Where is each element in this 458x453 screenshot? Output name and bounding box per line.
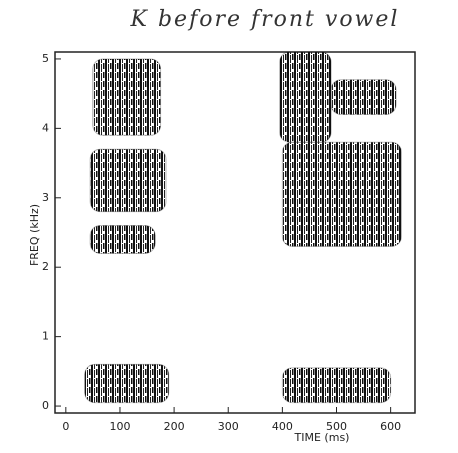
x-tick-label: 200 — [164, 420, 185, 433]
x-tick-label: 600 — [380, 420, 401, 433]
energy-region — [279, 51, 332, 143]
y-axis-label: FREQ (kHz) — [28, 204, 41, 266]
y-tick-label: 5 — [42, 52, 49, 65]
plot-frame — [54, 51, 416, 414]
energy-region — [281, 367, 392, 404]
y-tick-label: 0 — [42, 399, 49, 412]
x-tick-label: 100 — [109, 420, 130, 433]
x-tick-label: 0 — [62, 420, 69, 433]
x-tick-label: 400 — [272, 420, 293, 433]
x-tick-label: 300 — [218, 420, 239, 433]
x-tick-label: 500 — [326, 420, 347, 433]
energy-region — [330, 79, 397, 115]
y-tick-label: 2 — [42, 260, 49, 273]
energy-region — [89, 148, 167, 213]
y-tick-label: 3 — [42, 191, 49, 204]
y-tick-label: 1 — [42, 330, 49, 343]
x-axis-label: TIME (ms) — [294, 431, 350, 444]
energy-region — [84, 363, 170, 404]
energy-region — [89, 225, 156, 254]
chart-title: K before front vowel — [130, 7, 400, 32]
y-tick-label: 4 — [42, 121, 49, 134]
energy-region — [92, 58, 162, 136]
energy-region — [281, 141, 402, 247]
